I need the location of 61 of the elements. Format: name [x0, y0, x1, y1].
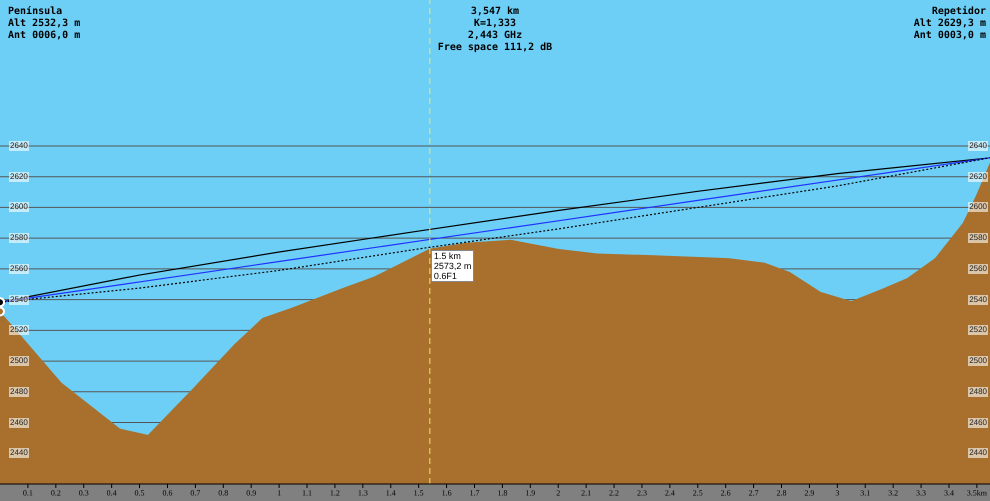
x-tick-label: 0.8 — [218, 488, 228, 498]
x-tick-label: 2.3 — [636, 488, 647, 498]
y2-tick-label: 2580 — [968, 233, 988, 244]
annotation: 1.5 km 2573,2 m 0.6F1 — [430, 250, 474, 282]
x-tick-label: 0.3 — [78, 488, 89, 498]
x-tick-label: 1.6 — [442, 488, 452, 498]
y-tick-label: 2560 — [9, 264, 29, 274]
y-tick-label: 2540 — [9, 294, 29, 305]
y-tick-label: 2480 — [9, 386, 29, 397]
x-tick-label: 0.7 — [190, 488, 200, 498]
x-tick-label: 1.3 — [358, 488, 368, 498]
y2-tick-label: 2540 — [968, 294, 988, 305]
x-tick-label: 1.1 — [302, 488, 312, 498]
x-tick-label: 1.2 — [330, 488, 340, 498]
y2-tick-label: 2560 — [968, 264, 988, 274]
x-tick-label: 1 — [277, 488, 282, 498]
x-tick-label: 2.9 — [804, 488, 814, 498]
x-tick-label: 2.8 — [776, 488, 787, 498]
y2-tick-label: 2480 — [968, 386, 988, 397]
x-tick-label: 2.2 — [609, 488, 620, 498]
x-tick-label: 3.1 — [860, 488, 870, 498]
y-tick-label: 2520 — [9, 325, 29, 336]
x-tick-label: 0.4 — [106, 488, 117, 498]
y2-tick-label: 2620 — [968, 172, 988, 182]
x-tick-label: 3 — [835, 488, 840, 498]
x-tick-label: 1.5 — [414, 488, 424, 498]
y2-tick-label: 2520 — [968, 325, 988, 336]
y2-tick-label: 2440 — [968, 448, 988, 458]
y-tick-label: 2460 — [9, 418, 29, 428]
x-tick-label: 0.2 — [50, 488, 61, 498]
y-tick-label: 2500 — [9, 356, 29, 366]
y-tick-label: 2600 — [9, 202, 29, 212]
x-tick-label: 2.1 — [581, 488, 592, 498]
x-tick-label: 3.3 — [916, 488, 926, 498]
x-tick-label: 1.9 — [525, 488, 536, 498]
y-tick-label: 2640 — [9, 140, 29, 151]
x-tick-label: 0.5 — [134, 488, 145, 498]
annotation: Península Alt 2532,3 m Ant 0006,0 m — [8, 6, 80, 42]
x-tick-label: 0.1 — [22, 488, 33, 498]
y-tick-label: 2580 — [9, 233, 29, 244]
x-tick-label: 1.4 — [386, 488, 396, 498]
annotation: Repetidor Alt 2629,3 m Ant 0003,0 m — [914, 6, 986, 42]
x-tick-label: 2 — [556, 488, 560, 498]
x-tick-label: 2.6 — [720, 488, 731, 498]
y2-tick-label: 2500 — [968, 356, 988, 366]
x-tick-label: 0.6 — [162, 488, 172, 498]
y-tick-label: 2440 — [9, 448, 29, 458]
x-tick-label: 3.2 — [888, 488, 898, 498]
x-tick-label: 2.5 — [692, 488, 703, 498]
y2-tick-label: 2460 — [968, 418, 988, 428]
x-tick-label: 2.4 — [664, 488, 675, 498]
y-tick-label: 2620 — [9, 172, 29, 182]
x-tick-label: 0.9 — [246, 488, 256, 498]
x-tick-label: 3.5km — [966, 488, 988, 498]
x-tick-label: 1.7 — [469, 488, 480, 498]
x-tick-label: 2.7 — [748, 488, 759, 498]
y2-tick-label: 2640 — [968, 140, 988, 151]
x-tick-label: 1.8 — [497, 488, 508, 498]
y2-tick-label: 2600 — [968, 202, 988, 212]
annotation: 3,547 km K=1,333 2,443 GHz Free space 111,2 dB — [438, 6, 552, 53]
x-tick-label: 3.4 — [944, 488, 954, 498]
